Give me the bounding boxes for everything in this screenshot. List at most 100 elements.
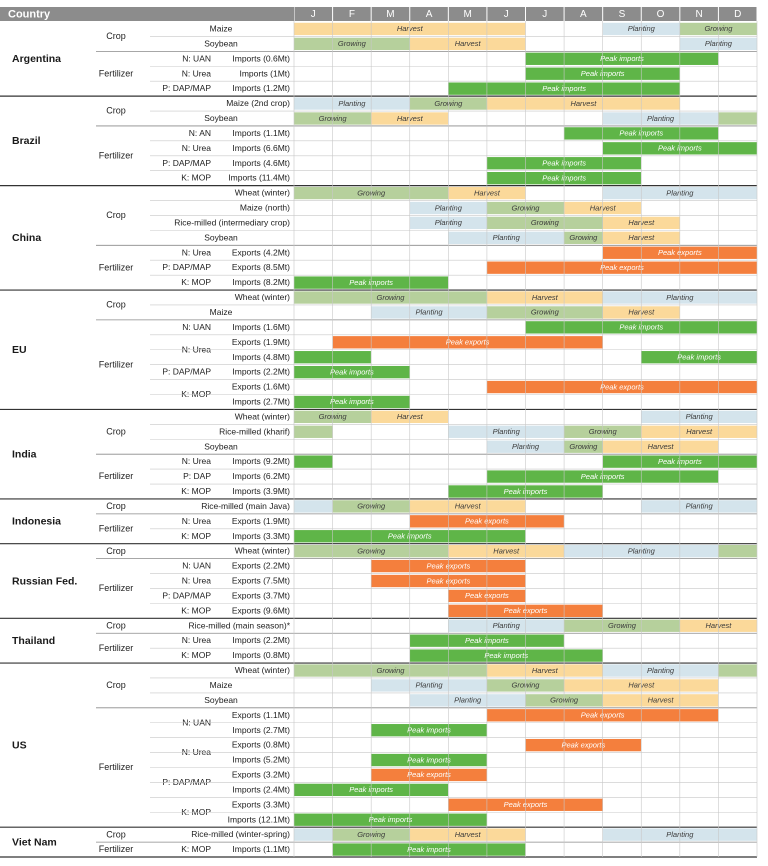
month-header-cell	[526, 7, 564, 21]
nutrient-label: K: MOP	[181, 844, 211, 854]
category-label: Fertilizer	[99, 359, 134, 369]
calendar-bar	[294, 455, 333, 468]
calendar-bar	[641, 410, 757, 424]
flow-label: Exports (3.7Mt)	[232, 590, 290, 600]
category-label: Crop	[106, 620, 126, 630]
bar-label: Growing	[338, 39, 367, 48]
bar-label: Growing	[357, 188, 386, 197]
category-label: Fertilizer	[99, 262, 134, 272]
month-header-cell	[641, 7, 680, 21]
bar-label: Growing	[319, 412, 348, 421]
bar-label: Harvest	[455, 830, 482, 839]
flow-label: Imports (1.1Mt)	[232, 844, 290, 854]
calendar-bar	[294, 828, 333, 841]
month-header-cell	[680, 7, 718, 21]
calendar-bar	[486, 306, 603, 319]
calendar-bar	[294, 291, 487, 304]
calendar-bar	[448, 619, 565, 632]
bar-label: Harvest	[455, 502, 482, 511]
crop-item-label: Maize	[210, 307, 233, 317]
nutrient-label: N: UAN	[182, 561, 211, 571]
calendar-bar	[641, 351, 757, 364]
category-label: Fertilizer	[99, 762, 134, 772]
bar-label: Planting	[686, 502, 714, 511]
bar-label: Peak exports	[561, 740, 605, 749]
month-header-cell	[333, 7, 371, 21]
month-header-cell	[294, 7, 333, 21]
month-header-cell	[410, 7, 448, 21]
nutrient-label: P: DAP/MAP	[162, 262, 211, 272]
bar-label: Planting	[435, 203, 463, 212]
calendar-bar	[371, 768, 487, 782]
crop-item-label: Maize (north)	[240, 203, 290, 213]
calendar-bar	[718, 112, 757, 125]
bar-label: Growing	[376, 293, 405, 302]
flow-label: Imports (2.7Mt)	[232, 397, 290, 407]
category-label: Fertilizer	[99, 150, 134, 160]
bar-label: Growing	[589, 427, 618, 436]
country-label: EU	[12, 344, 27, 356]
flow-label: Exports (3.3Mt)	[232, 799, 290, 809]
nutrient-label: K: MOP	[181, 531, 211, 541]
category-label: Crop	[106, 300, 126, 310]
crop-item-label: Rice-milled (intermediary crop)	[174, 217, 290, 227]
country-label: Thailand	[12, 635, 55, 647]
flow-label: Imports (0.6Mt)	[232, 53, 290, 63]
nutrient-label: P: DAP/MAP	[162, 777, 211, 787]
bar-label: Planting	[435, 218, 463, 227]
calendar-bar	[641, 425, 757, 438]
month-header-cell	[448, 7, 487, 21]
crop-item-label: Soybean	[204, 441, 238, 451]
country-label: Viet Nam	[12, 836, 57, 848]
nutrient-label: N: Urea	[182, 635, 212, 645]
nutrient-label: K: MOP	[181, 807, 211, 817]
calendar-bar	[409, 694, 526, 707]
nutrient-label: K: MOP	[181, 650, 211, 660]
bar-label: Harvest	[705, 621, 732, 630]
bar-label: Growing	[512, 681, 541, 690]
bar-label: Growing	[357, 546, 386, 555]
month-label: D	[734, 9, 741, 20]
country-label: US	[12, 739, 27, 751]
calendar-bar	[564, 231, 603, 244]
flow-label: Exports (9.6Mt)	[232, 605, 290, 615]
calendar-bar	[602, 440, 719, 453]
calendar-bar	[486, 261, 757, 274]
flow-label: Imports (1.2Mt)	[232, 83, 290, 93]
flow-label: Exports (2.2Mt)	[232, 561, 290, 571]
flow-label: Exports (4.2Mt)	[232, 247, 290, 257]
country-label: Indonesia	[12, 516, 61, 528]
bar-label: Peak exports	[600, 382, 644, 391]
nutrient-label: N: UAN	[182, 322, 211, 332]
bar-label: Planting	[493, 621, 521, 630]
crop-item-label: Maize	[210, 24, 233, 34]
flow-label: Imports (6.6Mt)	[232, 143, 290, 153]
bar-label: Planting	[628, 24, 656, 33]
bar-label: Harvest	[590, 203, 617, 212]
flow-label: Imports (11.4Mt)	[228, 173, 290, 183]
bar-label: Planting	[493, 427, 521, 436]
bar-label: Harvest	[493, 546, 520, 555]
calendar-bar	[602, 112, 719, 125]
category-label: Fertilizer	[99, 471, 134, 481]
category-label: Fertilizer	[99, 583, 134, 593]
nutrient-label: P: DAP	[183, 471, 211, 481]
calendar-bar	[371, 724, 487, 737]
crop-item-label: Maize (2nd crop)	[226, 98, 290, 108]
bar-label: Growing	[376, 666, 405, 675]
flow-label: Imports (0.8Mt)	[232, 650, 290, 660]
nutrient-label: N: Urea	[182, 247, 212, 257]
calendar-bar	[448, 231, 565, 244]
calendar-bar	[371, 753, 487, 767]
calendar-bar	[602, 664, 719, 677]
crop-item-label: Rice-milled (kharif)	[219, 426, 290, 436]
bar-label: Planting	[666, 293, 694, 302]
calendar-bar	[294, 425, 333, 438]
flow-label: Exports (1.9Mt)	[232, 337, 290, 347]
calendar-bar	[448, 545, 565, 558]
nutrient-label: N: Urea	[182, 344, 212, 354]
flow-label: Exports (8.5Mt)	[232, 262, 290, 272]
bar-label: Planting	[647, 114, 675, 123]
bar-label: Peak exports	[446, 338, 490, 347]
bar-label: Growing	[357, 502, 386, 511]
